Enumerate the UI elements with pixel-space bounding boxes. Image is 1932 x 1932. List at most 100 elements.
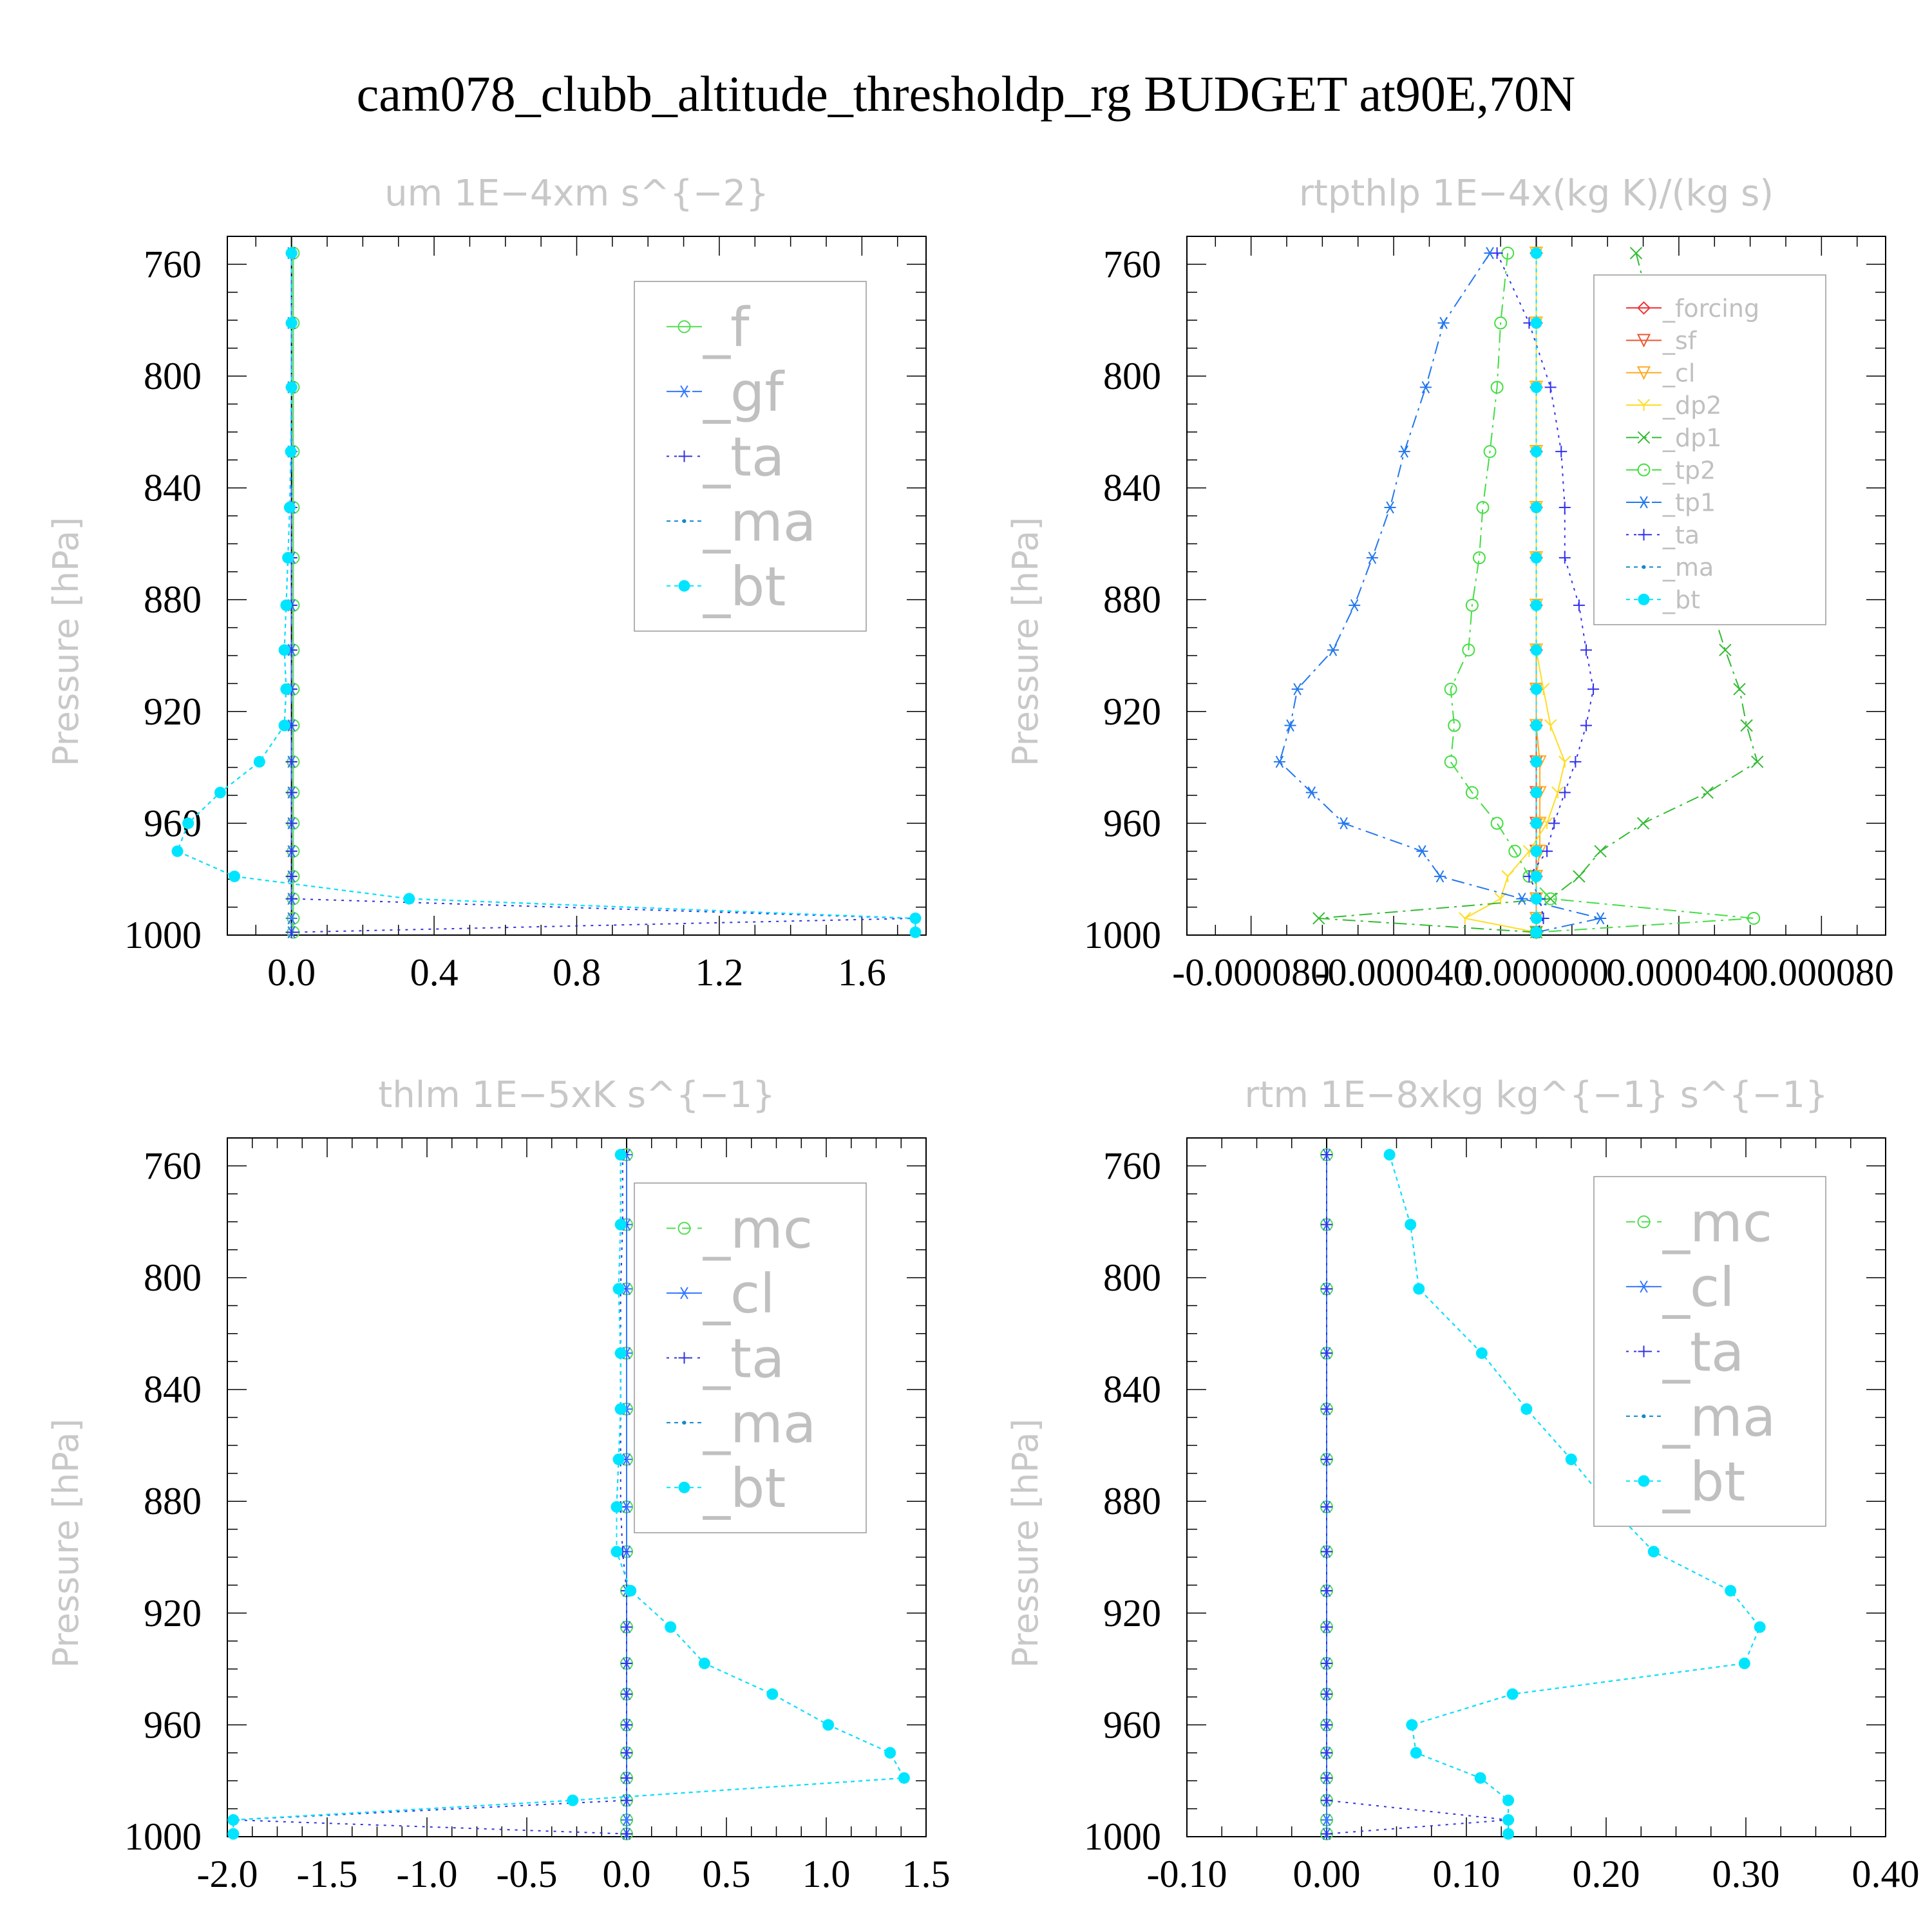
data-point: [1530, 683, 1542, 696]
legend: _mc_cl_ta_ma_bt: [1593, 1176, 1826, 1527]
x-tick-label: -1.0: [397, 1853, 458, 1895]
series-line: [1450, 252, 1754, 933]
data-point: [1530, 317, 1542, 329]
legend-marker: [1637, 399, 1651, 412]
series-line: [1463, 253, 1566, 933]
data-point: [1491, 247, 1503, 260]
x-tick-label: 0.0: [603, 1853, 651, 1895]
series-line: [176, 253, 916, 933]
chart-panel-4: rtm 1E−8xkg kg^{−1} s^{−1} Pressure [hPa]…: [1005, 1074, 1920, 1895]
data-point: [1462, 643, 1475, 657]
data-point: [1747, 911, 1761, 925]
data-point: [1321, 1747, 1332, 1759]
data-point: [285, 446, 297, 458]
series-line: [1496, 252, 1595, 933]
data-point: [1502, 1814, 1515, 1826]
data-point: [1483, 445, 1497, 459]
data-point: [1321, 1218, 1332, 1231]
legend-marker: [1636, 334, 1651, 348]
data-point: [1413, 1283, 1425, 1295]
legend-label: _ta: [703, 426, 784, 489]
data-point: [898, 1772, 910, 1784]
series-line: [1388, 1154, 1761, 1834]
data-point: [612, 1283, 625, 1295]
data-point: [1321, 1794, 1332, 1806]
data-point: [1555, 446, 1567, 458]
data-point: [1558, 755, 1571, 768]
data-point: [171, 845, 184, 857]
legend-marker: [1638, 529, 1650, 541]
figure-title: cam078_clubb_altitude_thresholdp_rg BUDG…: [357, 66, 1576, 122]
data-point: [611, 1501, 623, 1513]
data-point: [1476, 500, 1490, 514]
data-point: [1502, 1794, 1515, 1806]
data-point: [1475, 1347, 1488, 1359]
y-tick-label: 920: [144, 1592, 202, 1634]
series-line: [233, 1155, 627, 1835]
panel-title: um 1E−4xm s^{−2}: [384, 173, 769, 214]
series-line: [232, 1155, 905, 1834]
data-point: [1540, 817, 1553, 829]
x-tick-label: -1.5: [297, 1853, 358, 1895]
data-point: [1327, 643, 1339, 656]
data-point: [1321, 1814, 1332, 1826]
legend-marker: [677, 1222, 691, 1235]
x-tick-label: 0.5: [703, 1853, 751, 1895]
legend-label: _tp1: [1662, 489, 1716, 517]
data-point: [1321, 1347, 1332, 1359]
x-tick-label: 0.000000: [1464, 951, 1609, 994]
data-point: [278, 644, 290, 656]
legend-marker: [682, 1421, 687, 1425]
data-point: [1569, 755, 1582, 768]
legend-label: _gf: [703, 361, 785, 424]
legend-label: _bt: [703, 1457, 786, 1520]
data-point: [283, 501, 296, 513]
y-tick-label: 800: [1103, 355, 1161, 397]
data-point: [1321, 1149, 1332, 1161]
x-tick-label: 1.5: [902, 1853, 951, 1895]
legend-box: [1593, 1176, 1826, 1527]
chart-panel-3: thlm 1E−5xK s^{−1} Pressure [hPa] 760 800 84…: [46, 1074, 951, 1895]
data-point: [285, 912, 298, 925]
x-tick-label: 1.0: [802, 1853, 851, 1895]
data-point: [1465, 786, 1479, 799]
series_bt: [171, 247, 922, 938]
data-point: [1312, 912, 1325, 925]
series_bt: [1383, 1149, 1766, 1840]
x-tick-label: 0.0: [267, 951, 316, 994]
legend-label: _dp2: [1662, 392, 1721, 420]
legend-marker: [678, 1481, 690, 1493]
x-tick-label: -0.10: [1147, 1853, 1227, 1895]
data-point: [1738, 1657, 1750, 1669]
data-point: [614, 1403, 627, 1415]
y-tick-label: 880: [144, 578, 202, 621]
data-point: [182, 817, 194, 829]
data-point: [1573, 870, 1586, 883]
data-point: [909, 926, 922, 938]
panel-title: thlm 1E−5xK s^{−1}: [378, 1074, 775, 1116]
data-point: [1551, 786, 1564, 799]
legend-box: [634, 281, 867, 632]
data-point: [1530, 644, 1542, 656]
data-point: [1740, 719, 1753, 732]
data-point: [909, 912, 922, 924]
y-tick-label: 920: [144, 690, 202, 733]
data-point: [1321, 1828, 1332, 1840]
data-point: [766, 1688, 779, 1700]
data-point: [1530, 870, 1542, 882]
series_ta: [227, 1149, 632, 1840]
legend-marker: [1636, 366, 1651, 380]
y-axis-label: Pressure [hPa]: [46, 517, 86, 766]
data-point: [567, 1794, 579, 1806]
data-point: [1754, 1621, 1766, 1633]
series_bt: [227, 1149, 910, 1840]
data-point: [1494, 892, 1507, 905]
legend-marker: [682, 519, 687, 524]
x-tick-label: -0.000040: [1315, 951, 1473, 994]
x-tick-label: 0.000080: [1749, 951, 1894, 994]
series_ta: [1491, 247, 1600, 938]
legend-label: _bt: [1662, 1450, 1745, 1513]
data-point: [698, 1657, 710, 1669]
data-point: [1733, 683, 1746, 696]
